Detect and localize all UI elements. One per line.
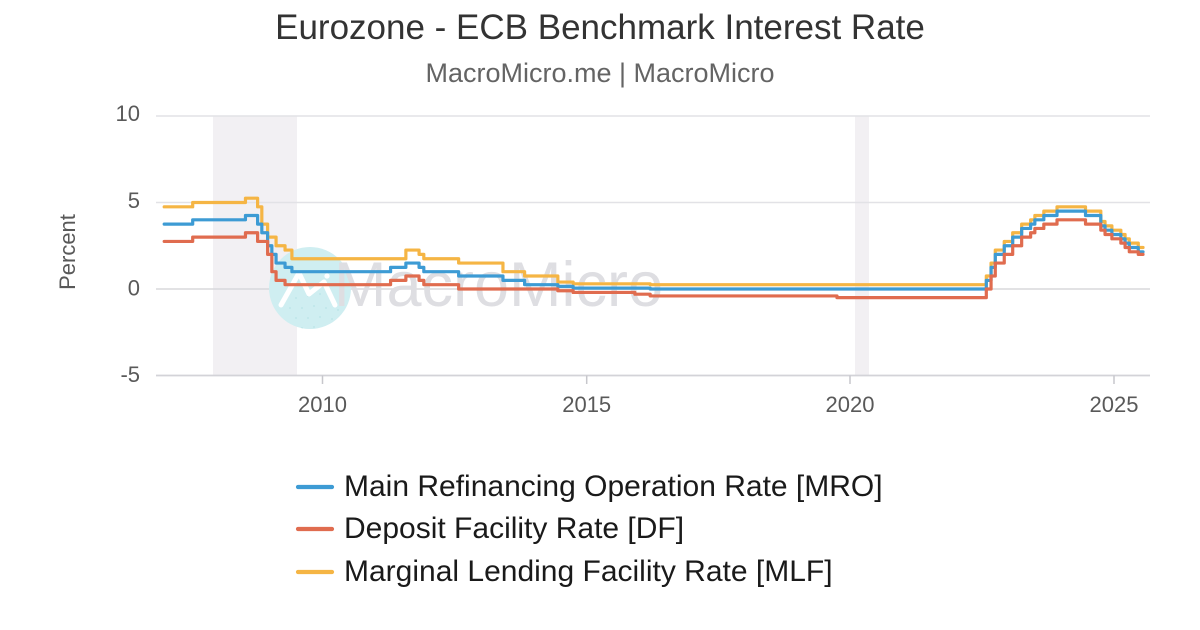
svg-text:10: 10	[116, 101, 140, 126]
svg-text:0: 0	[128, 276, 140, 301]
svg-text:2015: 2015	[562, 392, 611, 417]
svg-text:Deposit Facility Rate [DF]: Deposit Facility Rate [DF]	[344, 512, 684, 545]
svg-text:2010: 2010	[298, 392, 347, 417]
svg-text:2025: 2025	[1090, 392, 1139, 417]
svg-text:-5: -5	[120, 362, 140, 387]
svg-text:Main Refinancing Operation Rat: Main Refinancing Operation Rate [MRO]	[344, 470, 883, 503]
svg-text:5: 5	[128, 188, 140, 213]
svg-text:Percent: Percent	[55, 214, 80, 290]
svg-text:Marginal Lending Facility Rate: Marginal Lending Facility Rate [MLF]	[344, 555, 833, 588]
svg-text:2020: 2020	[826, 392, 875, 417]
